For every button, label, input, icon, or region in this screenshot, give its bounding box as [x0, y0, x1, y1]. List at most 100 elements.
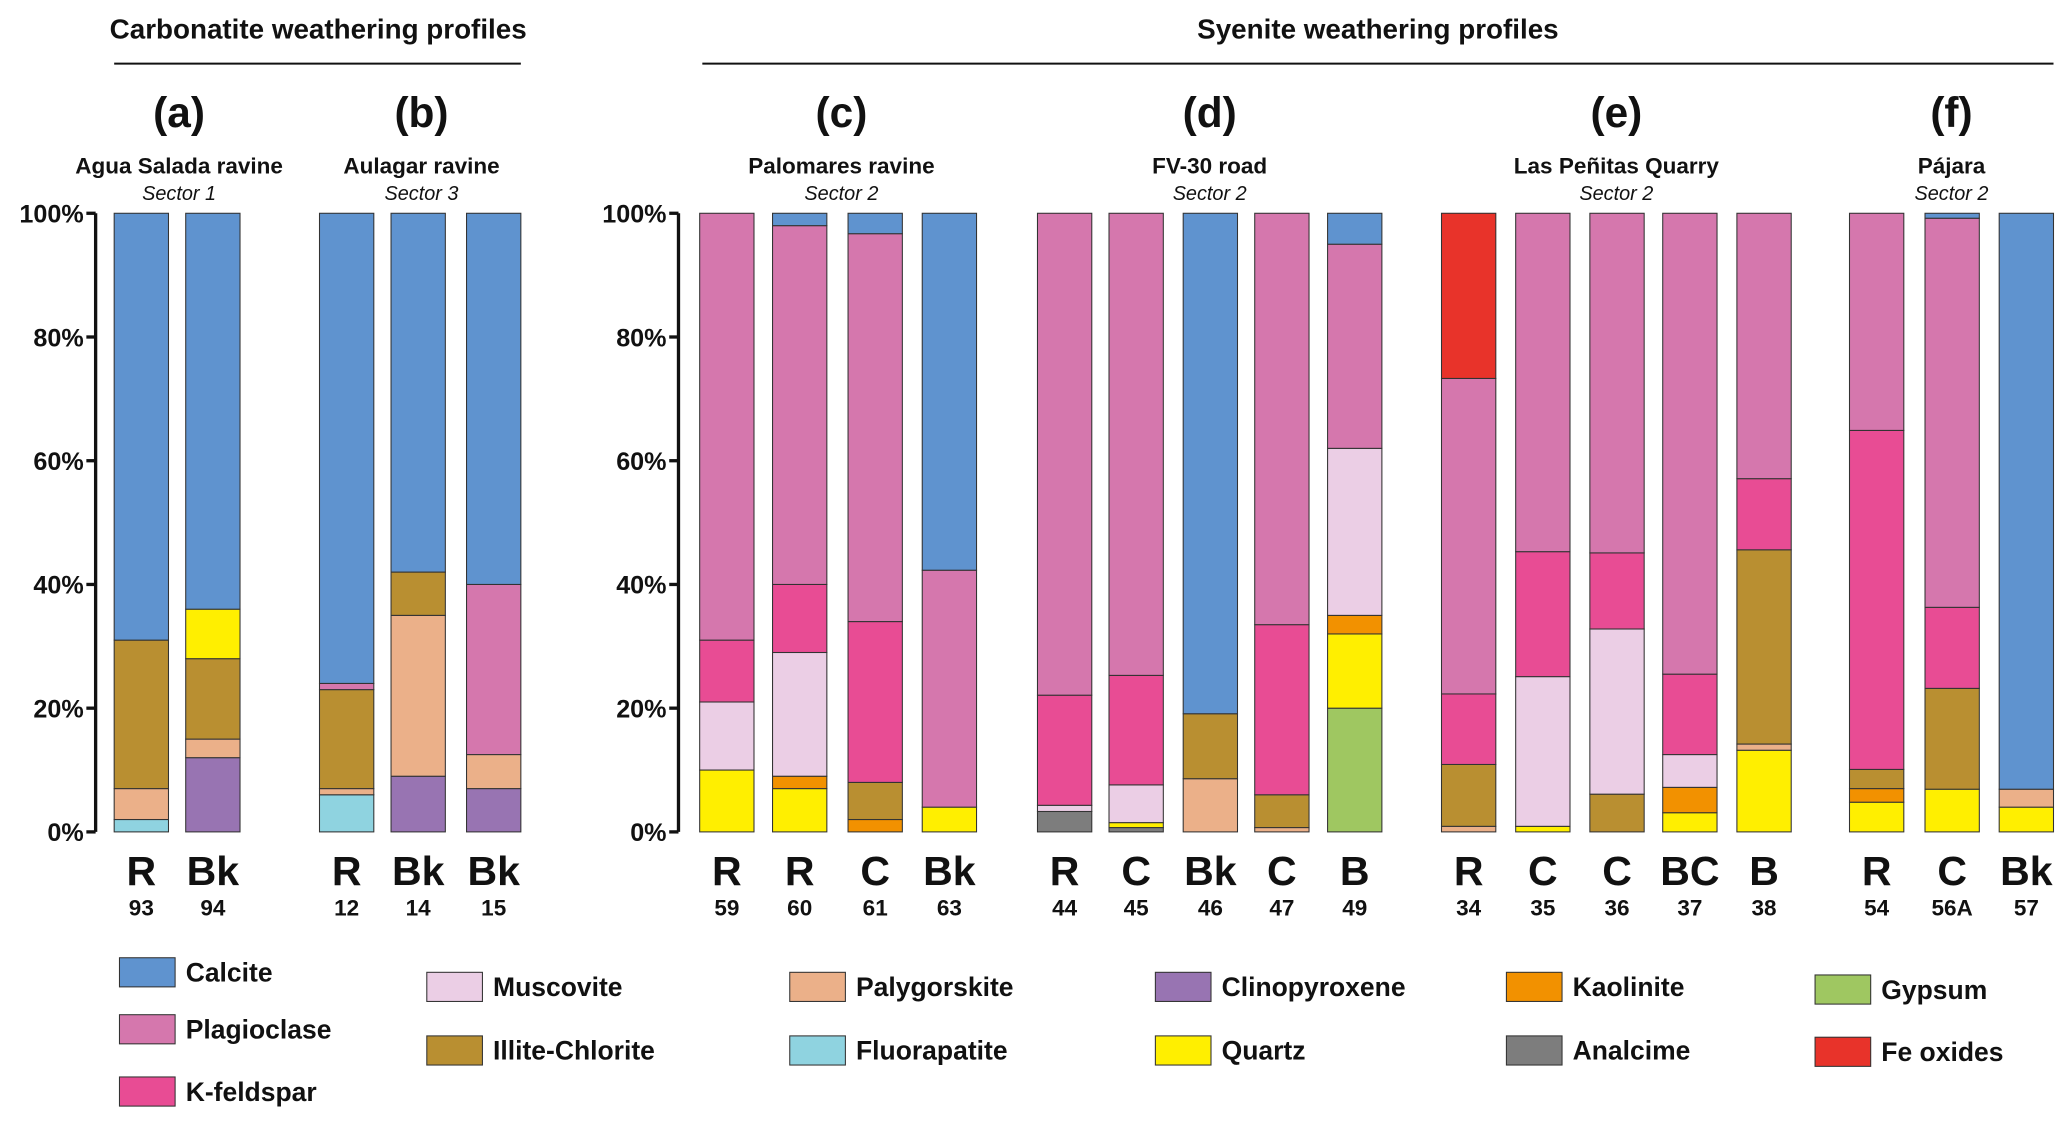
sample-horizon-label: R	[332, 848, 362, 894]
y-tick-label: 20%	[616, 695, 666, 723]
bar-segment-analcime	[1036, 810, 1093, 833]
bar-segment-calcite	[113, 212, 170, 641]
bar-segment-quartz	[1924, 788, 1980, 833]
bar-segment-quartz	[1736, 749, 1792, 833]
bar-segment-plagioclase	[1924, 217, 1980, 608]
bar-segment-plagioclase	[466, 583, 522, 756]
legend-swatch-illite	[426, 1035, 483, 1066]
y-tick-label: 80%	[616, 324, 666, 352]
bar-segment-fluorapatite	[113, 818, 170, 833]
sample-horizon-label: C	[1267, 848, 1297, 894]
bar-segment-quartz	[1998, 806, 2055, 833]
sample-horizon-label: R	[712, 848, 742, 894]
bar-segment-calcite	[1998, 212, 2055, 790]
bar-segment-plagioclase	[1254, 212, 1310, 626]
legend-label-kfeldspar: K-feldspar	[186, 1077, 317, 1107]
bar-segment-kfeldspar	[1848, 429, 1905, 770]
bar-segment-quartz	[185, 608, 241, 660]
bar-segment-plagioclase	[921, 569, 978, 808]
legend-swatch-gypsum	[1814, 974, 1872, 1005]
bar-segment-clinopyroxene	[390, 775, 446, 833]
sample-id-label: 49	[1342, 895, 1367, 920]
sample-horizon-label: R	[127, 848, 157, 894]
bar-segment-kaolinite	[847, 818, 903, 833]
site-name: Aulagar ravine	[343, 154, 499, 179]
sample-id-label: 35	[1530, 895, 1555, 920]
bar-segment-plagioclase	[1589, 212, 1645, 554]
sample-id-label: 37	[1677, 895, 1702, 920]
legend-swatch-plagioclase	[118, 1014, 176, 1045]
sample-horizon-label: C	[860, 848, 890, 894]
bar-segment-calcite	[466, 212, 522, 585]
bar-segment-kfeldspar	[699, 639, 755, 703]
bar-segment-muscovite	[1589, 628, 1645, 795]
y-tick-label: 40%	[33, 572, 83, 600]
bar-segment-illite	[113, 639, 170, 790]
legend-label-illite: Illite-Chlorite	[493, 1036, 655, 1066]
bar-segment-kfeldspar	[1108, 674, 1164, 786]
bar-segment-clinopyroxene	[185, 757, 241, 833]
bar-segment-palygorskite	[113, 788, 170, 821]
bar-segment-muscovite	[1662, 754, 1718, 788]
bar-segment-calcite	[185, 212, 241, 610]
bar-segment-kfeldspar	[1589, 552, 1645, 630]
bar-segment-illite	[1924, 687, 1980, 790]
sector-label: Sector 2	[1173, 183, 1247, 205]
y-tick-label: 100%	[602, 201, 666, 229]
bar-segment-illite	[847, 781, 903, 821]
panel-letter: (d)	[1183, 89, 1237, 136]
group-title: Carbonatite weathering profiles	[110, 13, 527, 44]
bar-segment-palygorskite	[1254, 827, 1310, 833]
bar-segment-plagioclase	[699, 212, 755, 641]
bar-segment-calcite	[921, 212, 978, 571]
bar-segment-plagioclase	[1327, 243, 1383, 449]
site-name: Pájara	[1918, 154, 1986, 179]
site-name: Agua Salada ravine	[75, 154, 283, 179]
sample-horizon-label: B	[1749, 848, 1779, 894]
bar-segment-calcite	[1182, 212, 1239, 715]
legend-label-fluorapatite: Fluorapatite	[856, 1036, 1008, 1066]
bar-segment-illite	[185, 658, 241, 740]
bar-segment-quartz	[921, 806, 978, 833]
sample-horizon-label: Bk	[392, 848, 445, 894]
legend-label-gypsum: Gypsum	[1881, 975, 1987, 1005]
bar-segment-muscovite	[1327, 447, 1383, 616]
sample-horizon-label: R	[785, 848, 815, 894]
bar-segment-muscovite	[699, 701, 755, 771]
bar-segment-plagioclase	[1108, 212, 1164, 676]
sample-id-label: 57	[2014, 895, 2039, 920]
sector-label: Sector 2	[804, 183, 878, 205]
bar-segment-palygorskite	[1998, 788, 2055, 808]
sample-id-label: 61	[863, 895, 888, 920]
bar-segment-palygorskite	[390, 614, 446, 777]
sample-horizon-label: R	[1454, 848, 1484, 894]
legend-label-calcite: Calcite	[186, 958, 273, 988]
bar-segment-illite	[1440, 763, 1497, 827]
bar-segment-calcite	[390, 212, 446, 573]
sample-horizon-label: B	[1340, 848, 1370, 894]
bar-segment-gypsum	[1327, 707, 1383, 833]
sample-id-label: 38	[1752, 895, 1777, 920]
y-tick-label: 60%	[33, 448, 83, 476]
sample-horizon-label: C	[1602, 848, 1632, 894]
sample-id-label: 56A	[1932, 895, 1973, 920]
bar-segment-illite	[1254, 794, 1310, 829]
bar-segment-palygorskite	[318, 788, 375, 796]
bar-segment-palygorskite	[466, 754, 522, 790]
site-name: Palomares ravine	[748, 154, 934, 179]
sample-id-label: 54	[1864, 895, 1890, 920]
bar-segment-plagioclase	[1736, 212, 1792, 480]
bar-segment-kaolinite	[1327, 614, 1383, 635]
sample-horizon-label: BC	[1660, 848, 1719, 894]
y-tick-label: 40%	[616, 572, 666, 600]
bar-segment-kfeldspar	[1515, 551, 1571, 678]
bar-segment-kfeldspar	[1924, 606, 1980, 689]
bar-segment-kaolinite	[1848, 788, 1905, 803]
sample-id-label: 14	[406, 895, 432, 920]
sector-label: Sector 3	[385, 183, 459, 205]
bar-segment-illite	[1848, 768, 1905, 790]
legend-label-clinopyroxene: Clinopyroxene	[1222, 972, 1406, 1002]
bar-segment-plagioclase	[1515, 212, 1571, 553]
bar-segment-kfeldspar	[772, 583, 828, 654]
bar-segment-feoxides	[1440, 212, 1497, 379]
